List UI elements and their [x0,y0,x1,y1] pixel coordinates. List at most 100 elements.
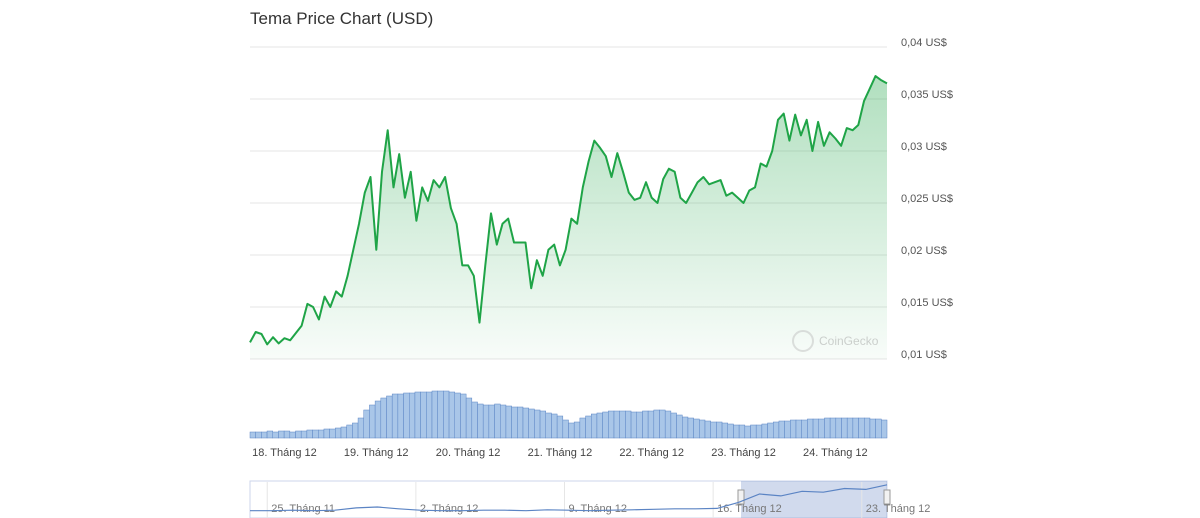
volume-bar [357,417,364,439]
volume-panel [249,390,888,439]
volume-bar [573,421,581,439]
volume-bar [380,397,387,439]
volume-bar [613,410,620,439]
navigator-line [250,484,888,512]
volume-bar [585,415,592,439]
volume-bar [556,415,564,439]
volume-bar [721,422,728,439]
volume-bar [420,391,427,439]
volume-bar [329,428,336,439]
navigator-handle[interactable] [737,489,745,505]
volume-bar [500,404,507,439]
volume-bar [767,422,774,439]
volume-bar [795,419,802,439]
volume-bar [465,397,473,439]
navigator-handle[interactable] [883,489,891,505]
volume-bar [386,395,393,439]
volume-bar [778,420,785,439]
volume-bar [693,418,700,439]
volume-bar [790,419,797,439]
volume-bar [881,419,888,439]
volume-bar [431,390,438,439]
volume-bar [374,400,382,439]
volume-bar [807,418,814,439]
area-fill [250,76,887,359]
x-tick-label: 21. Tháng 12 [528,447,593,459]
navigator-label: 23. Tháng 12 [866,503,931,515]
y-tick-label: 0,015 US$ [901,297,953,309]
x-tick-label: 18. Tháng 12 [252,447,317,459]
volume-bar [551,413,558,439]
volume-bar [755,424,763,439]
volume-bar [488,404,495,439]
volume-bar [397,393,404,439]
volume-bar [426,391,433,439]
volume-bar [727,423,734,439]
volume-bar [505,405,512,439]
x-tick-label: 19. Tháng 12 [344,447,409,459]
y-tick-label: 0,025 US$ [901,193,953,205]
y-tick-label: 0,03 US$ [901,141,947,153]
volume-bar [699,419,706,439]
volume-bar [255,431,262,439]
volume-bar [266,430,273,439]
volume-bar [773,421,780,439]
volume-bar [591,413,598,439]
volume-bar [482,404,490,439]
volume-bar [346,424,353,439]
volume-bar [744,425,751,439]
volume-bar [801,419,808,439]
volume-bar [295,430,302,439]
volume-bar [812,418,819,439]
watermark: CoinGecko [792,330,879,352]
volume-bar [306,429,313,439]
watermark-text: CoinGecko [819,334,879,348]
volume-bar [363,409,370,439]
volume-bar [596,412,603,439]
y-tick-label: 0,01 US$ [901,349,947,361]
price-panel: 0,01 US$ 0,015 US$ 0,02 US$ 0,025 US$ 0,03 U… [249,37,953,459]
volume-bar [682,416,689,439]
volume-bar [750,424,757,439]
volume-bar [687,417,694,439]
volume-bar [318,429,325,439]
y-tick-label: 0,02 US$ [901,245,947,257]
volume-bar [841,417,848,439]
volume-bar [733,424,740,439]
volume-bar [335,427,342,439]
navigator-selection[interactable] [741,481,887,518]
volume-bar [437,390,444,439]
volume-bar [784,420,791,439]
volume-bar [460,393,467,439]
volume-bar [829,417,837,439]
volume-bar [391,393,399,439]
volume-bar [642,410,649,439]
volume-bar [676,414,683,439]
y-tick-label: 0,04 US$ [901,37,947,49]
volume-bar [670,412,677,439]
volume-bar [858,417,865,439]
volume-bar [875,418,882,439]
volume-bar [443,390,450,439]
volume-bar [602,411,609,439]
volume-bar [869,418,876,439]
volume-bar [710,421,717,439]
volume-bar [511,406,518,439]
volume-bar [414,391,421,439]
volume-bar [625,410,632,439]
volume-bar [824,417,831,439]
volume-bar [579,417,586,439]
volume-bar [545,412,552,439]
volume-bar [664,410,672,439]
volume-bar [653,409,660,439]
volume-bar [738,424,746,439]
volume-bar [403,392,410,439]
volume-bar [323,428,330,439]
navigator-label: 2. Tháng 12 [420,503,479,515]
volume-bar [471,401,478,439]
volume-bar [846,417,854,439]
price-line [249,75,888,346]
volume-bar [312,429,319,439]
volume-bar [608,410,615,439]
volume-bar [278,430,285,439]
